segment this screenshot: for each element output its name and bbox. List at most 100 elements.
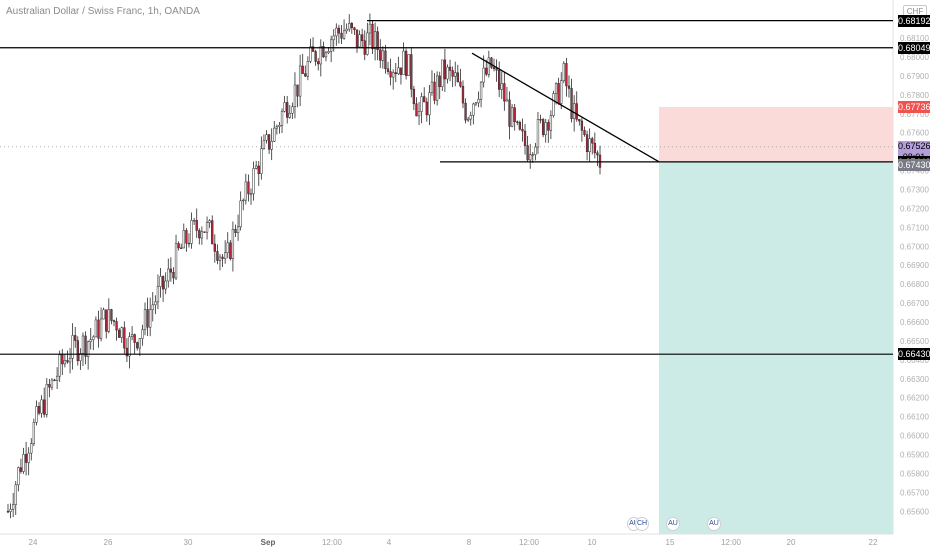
candle-body	[195, 220, 198, 231]
candle-body	[588, 138, 591, 153]
candle-body	[467, 118, 470, 121]
candle-body	[451, 70, 454, 77]
candle-body	[149, 309, 152, 328]
price-tag-level: 0.66430	[898, 348, 931, 361]
candle-body	[567, 85, 571, 89]
candle-body	[384, 50, 387, 70]
candle-body	[213, 243, 216, 252]
candle-body	[572, 103, 576, 119]
candle-body	[130, 334, 134, 337]
candle-body	[529, 154, 532, 161]
candle-body	[487, 57, 490, 75]
candle-body	[19, 467, 23, 472]
au-event-icon-3[interactable]: AU	[707, 517, 721, 531]
candle-body	[304, 73, 307, 77]
candle-body	[306, 60, 310, 77]
price-tick-label: 0.67800	[900, 91, 929, 100]
candle-body	[536, 119, 540, 148]
stop-loss-zone	[659, 106, 893, 162]
candle-body	[6, 511, 10, 513]
candle-body	[500, 83, 503, 90]
candle-body	[221, 256, 224, 259]
candle-body	[86, 341, 90, 357]
time-tick-label: 8	[467, 538, 472, 547]
candle-body	[146, 309, 149, 328]
candle-body	[50, 379, 54, 388]
time-tick-label: Sep	[261, 538, 276, 547]
candle-body	[107, 309, 110, 332]
candle-body	[386, 68, 390, 72]
candle-body	[185, 230, 188, 244]
candle-body	[105, 309, 108, 332]
candle-body	[296, 84, 299, 97]
candle-body	[479, 81, 483, 100]
candle-body	[505, 99, 509, 102]
price-tick-label: 0.67400	[900, 167, 929, 176]
candle-body	[518, 122, 522, 130]
price-tick-label: 0.65900	[900, 451, 929, 460]
candle-body	[164, 280, 167, 290]
candle-body	[265, 134, 268, 141]
candle-body	[262, 139, 266, 149]
candle-body	[415, 103, 418, 117]
candle-body	[353, 27, 356, 30]
price-tick-label: 0.67700	[900, 110, 929, 119]
candle-body	[159, 276, 162, 287]
candle-body	[275, 126, 279, 129]
candle-body	[136, 342, 139, 349]
candle-body	[9, 509, 12, 512]
candle-body	[63, 360, 67, 365]
candle-body	[495, 68, 498, 71]
candle-body	[192, 220, 196, 222]
candle-body	[35, 406, 38, 423]
candle-body	[169, 268, 173, 273]
candle-body	[138, 338, 141, 349]
time-tick-label: 12:00	[322, 538, 343, 547]
candle-body	[260, 148, 263, 174]
candle-body	[291, 106, 294, 114]
candle-body	[66, 360, 69, 363]
candle-body	[236, 226, 240, 233]
candle-body	[278, 124, 281, 127]
candle-body	[48, 384, 51, 388]
candle-body	[94, 319, 98, 338]
candle-body	[425, 101, 428, 116]
candle-body	[151, 304, 154, 310]
candle-body	[379, 49, 382, 61]
candle-body	[508, 99, 511, 127]
candle-body	[322, 46, 325, 58]
candle-body	[485, 67, 488, 75]
candle-body	[12, 504, 15, 510]
time-tick-label: 24	[29, 538, 38, 547]
candle-body	[112, 320, 116, 322]
candle-body	[187, 242, 191, 245]
au-event-icon-2[interactable]: AU	[666, 517, 680, 531]
time-tick-label: 22	[869, 538, 878, 547]
candle-body	[371, 23, 374, 50]
candle-body	[482, 67, 485, 83]
candle-body	[562, 63, 565, 81]
candle-body	[443, 59, 447, 80]
time-tick-label: 10	[588, 538, 597, 547]
candle-body	[286, 102, 289, 118]
take-profit-zone	[659, 161, 893, 534]
candle-body	[118, 329, 121, 338]
candle-body	[345, 28, 348, 32]
candle-body	[257, 165, 260, 174]
candle-body	[267, 134, 271, 150]
candle-body	[547, 122, 550, 131]
candle-body	[205, 222, 209, 233]
candle-body	[585, 134, 589, 153]
ch-event-icon[interactable]: CH	[635, 517, 649, 531]
candle-body	[273, 127, 276, 142]
price-tick-label: 0.67100	[900, 223, 929, 232]
candle-body	[89, 339, 92, 342]
price-tick-label: 0.65700	[900, 488, 929, 497]
candle-body	[428, 92, 431, 116]
candle-body	[435, 75, 439, 101]
candle-body	[402, 50, 405, 75]
candle-body	[454, 72, 457, 77]
candle-body	[523, 130, 527, 146]
candle-body	[477, 99, 480, 104]
